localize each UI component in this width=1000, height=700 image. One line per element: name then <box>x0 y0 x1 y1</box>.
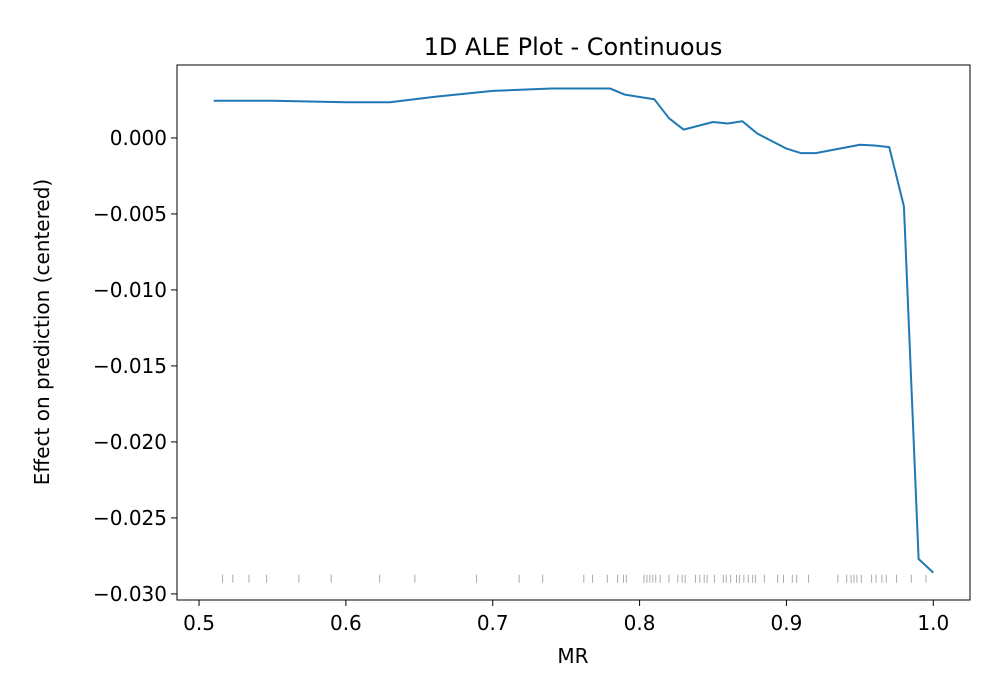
x-axis-label: MR <box>557 644 588 668</box>
x-tick-label: 0.8 <box>624 611 656 635</box>
y-tick-label: 0.000 <box>110 126 167 150</box>
x-tick-label: 1.0 <box>917 611 949 635</box>
series-line <box>213 87 934 574</box>
y-tick-label: −0.025 <box>93 506 167 530</box>
y-tick-label: −0.030 <box>93 582 167 606</box>
y-axis-ticks: 0.000 −0.005 −0.010 −0.015 −0.020 −0.025 −0.03… <box>93 126 177 606</box>
x-axis-ticks: 0.5 0.6 0.7 0.8 0.9 1.0 <box>183 600 949 635</box>
y-tick-label: −0.020 <box>93 430 167 454</box>
plot-frame <box>176 64 971 601</box>
rug-marks <box>222 574 927 583</box>
y-tick-label: −0.010 <box>93 278 167 302</box>
x-tick-label: 0.6 <box>330 611 362 635</box>
x-tick-label: 0.7 <box>477 611 509 635</box>
data-line-group <box>213 87 934 574</box>
y-axis-label: Effect on prediction (centered) <box>30 179 54 485</box>
y-tick-label: −0.005 <box>93 202 167 226</box>
chart-title: 1D ALE Plot - Continuous <box>424 33 723 61</box>
y-tick-label: −0.015 <box>93 354 167 378</box>
x-tick-label: 0.5 <box>183 611 215 635</box>
x-tick-label: 0.9 <box>771 611 803 635</box>
